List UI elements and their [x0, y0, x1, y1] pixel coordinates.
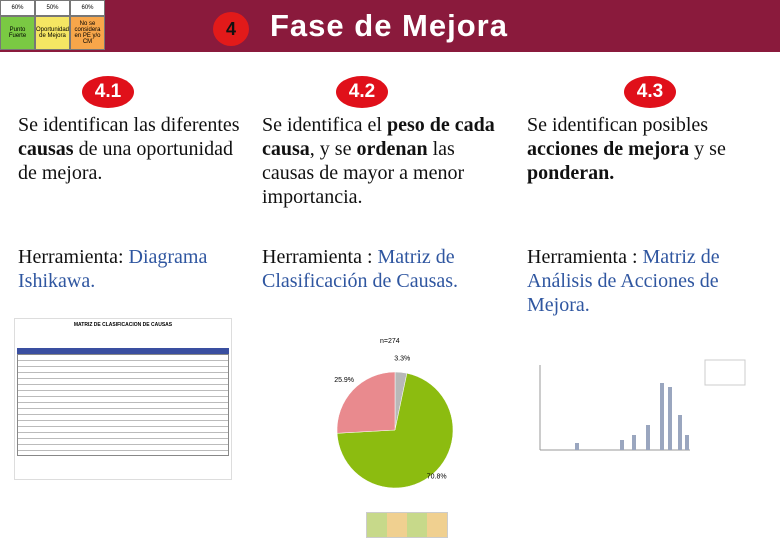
legend-cell: Punto Fuerte: [0, 16, 35, 50]
table-thumbnail: [366, 512, 448, 538]
text-span: , y se: [309, 138, 357, 160]
text-span: y se: [689, 138, 726, 160]
text-span: Se identifica el: [262, 114, 387, 136]
text-span: Matriz de Clasificación de Causas.: [262, 246, 459, 292]
step-tool: Herramienta : Matriz de Análisis de Acci…: [527, 245, 759, 317]
pie-label: 25.9%: [334, 377, 354, 384]
step-description: Se identifican posibles acciones de mejo…: [527, 113, 759, 185]
text-span: Herramienta :: [527, 246, 643, 268]
text-span: acciones de mejora: [527, 138, 690, 160]
legend-cell: 60%: [70, 0, 105, 16]
text-span: Se identifican las diferentes: [18, 114, 240, 136]
text-span: Herramienta :: [262, 246, 378, 268]
text-span: Se identifican posibles: [527, 114, 709, 136]
text-span: Matriz de Análisis de Acciones de Mejora…: [527, 246, 720, 316]
pie-title: n=274: [380, 338, 400, 345]
legend-cell: 60%: [0, 0, 35, 16]
text-span: causas: [18, 138, 74, 160]
legend-cell: 50%: [35, 0, 70, 16]
legend-cell: Oportunidad de Mejora: [35, 16, 70, 50]
thumb-title: MATRIZ DE CLASIFICACION DE CAUSAS: [73, 322, 173, 328]
step-number: 4.3: [624, 76, 676, 108]
pie-slice: [336, 371, 396, 434]
step-number: 4.2: [336, 76, 388, 108]
legend-table: 60% 50% 60% Punto Fuerte Oportunidad de Mejo…: [0, 0, 105, 50]
text-span: Herramienta:: [18, 246, 129, 268]
text-span: ponderan.: [527, 162, 615, 184]
matrix-thumbnail: MATRIZ DE CLASIFICACION DE CAUSAS: [14, 318, 232, 480]
legend-cell: No se considera en PE y/o CM: [70, 16, 105, 50]
pie-thumbnail: n=274 3.3% 70.8% 25.9%: [334, 338, 454, 489]
header-bar: [0, 0, 780, 52]
text-span: de una oportunidad de mejora.: [18, 138, 233, 184]
step-tool: Herramienta: Diagrama Ishikawa.: [18, 245, 250, 293]
title: Fase de Mejora: [270, 8, 508, 43]
text-span: Diagrama Ishikawa.: [18, 246, 208, 292]
text-span: las causas de mayor a menor importancia.: [262, 138, 465, 208]
bar-thumbnail: [539, 359, 746, 451]
text-span: peso de cada causa: [262, 114, 495, 160]
step-tool: Herramienta : Matriz de Clasificación de…: [262, 245, 502, 293]
pie-label: 70.8%: [427, 474, 447, 481]
phase-badge: 4: [213, 12, 249, 46]
step-description: Se identifican las diferentes causas de …: [18, 113, 250, 185]
step-description: Se identifica el peso de cada causa, y s…: [262, 113, 502, 209]
step-number: 4.1: [82, 76, 134, 108]
text-span: ordenan: [356, 138, 428, 160]
pie-slice: [336, 372, 454, 489]
pie-label: 3.3%: [394, 355, 410, 362]
